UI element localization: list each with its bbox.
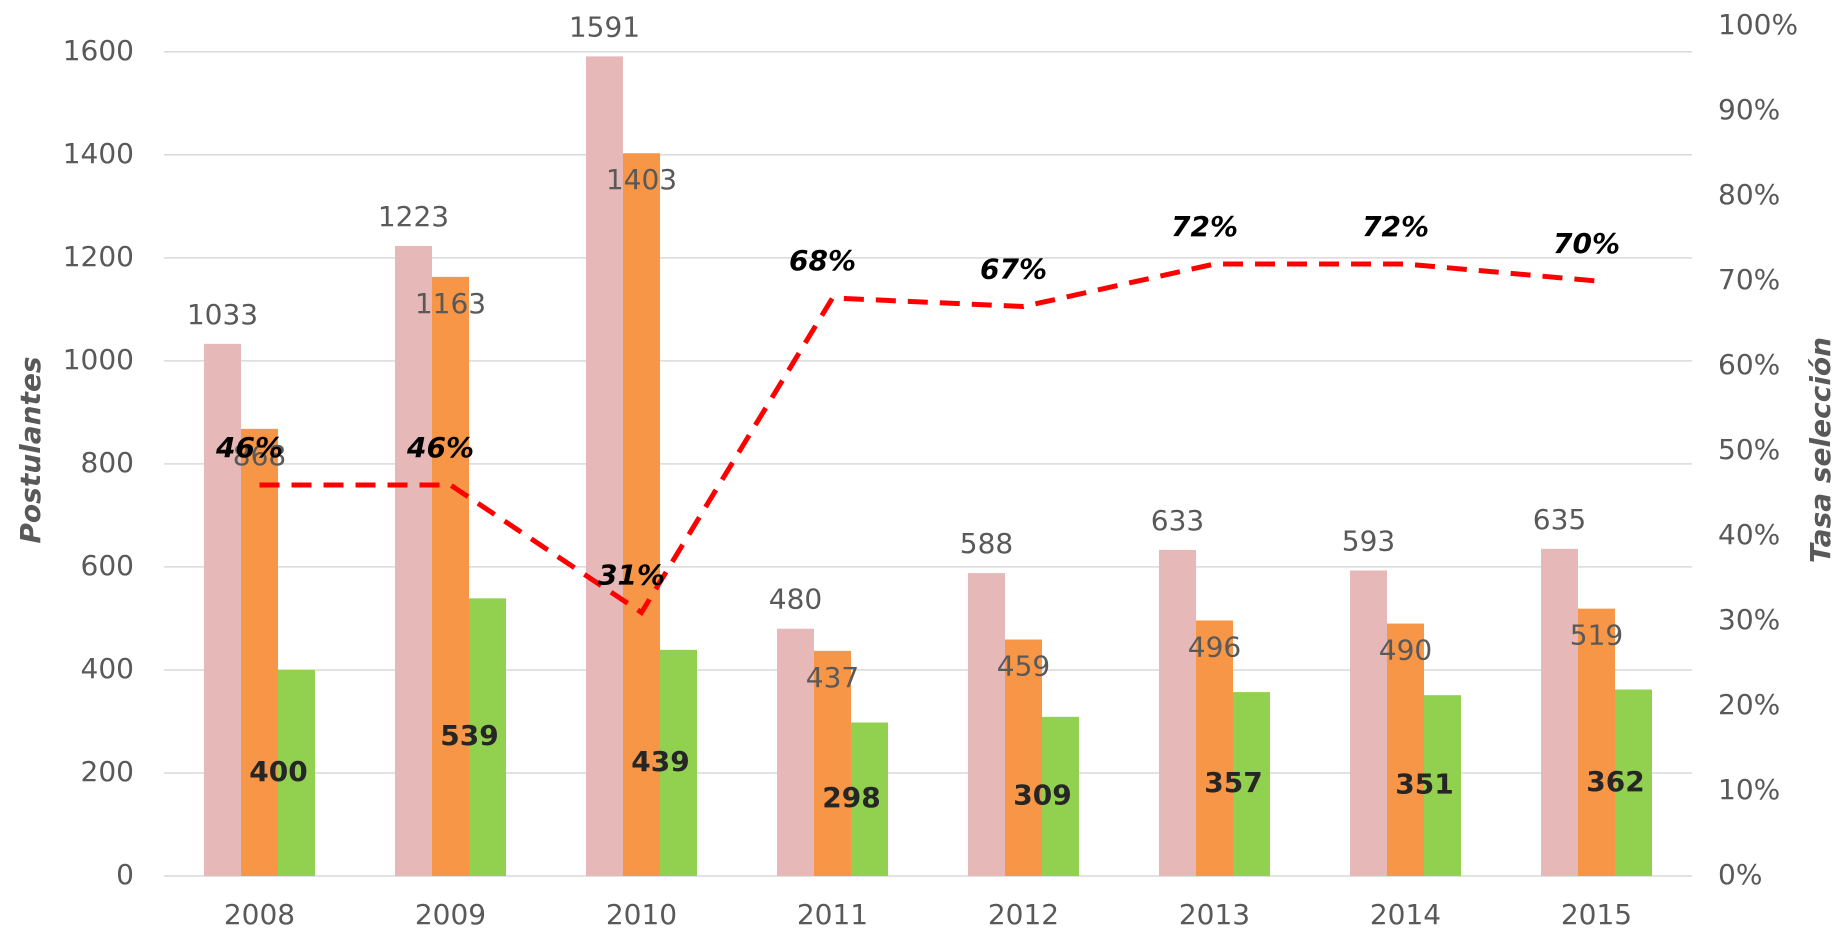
- y2-tick-label: 60%: [1718, 348, 1780, 381]
- data-label: 635: [1533, 503, 1586, 536]
- data-label: 459: [997, 650, 1050, 683]
- bar: [851, 722, 888, 876]
- line-label: 72%: [1171, 210, 1238, 243]
- y-tick-label: 0: [116, 858, 134, 891]
- x-tick-label: 2015: [1561, 898, 1632, 931]
- data-label: 298: [822, 781, 880, 814]
- data-label: 519: [1570, 619, 1623, 652]
- data-label: 480: [769, 583, 822, 616]
- data-label: 362: [1586, 765, 1644, 798]
- bar: [1350, 570, 1387, 876]
- y-tick-label: 400: [81, 652, 134, 685]
- line-label: 46%: [406, 431, 474, 464]
- data-label: 351: [1395, 768, 1453, 801]
- y-tick-label: 1000: [63, 343, 134, 376]
- bar: [1387, 623, 1424, 876]
- data-label: 539: [440, 719, 498, 752]
- data-label: 593: [1342, 525, 1395, 558]
- y2-tick-label: 0%: [1718, 858, 1762, 891]
- bar: [1005, 639, 1042, 876]
- y-axis-label: Postulantes: [14, 356, 47, 543]
- data-label: 868: [233, 439, 286, 472]
- bar: [968, 573, 1005, 876]
- bar: [1578, 608, 1615, 876]
- line-label: 46%: [215, 431, 283, 464]
- line: [259, 261, 1597, 617]
- bar: [1615, 689, 1652, 876]
- bar: [395, 245, 432, 876]
- line-label: 31%: [598, 559, 665, 592]
- x-tick-label: 2013: [1179, 898, 1250, 931]
- line-label: 70%: [1553, 227, 1620, 260]
- y2-tick-label: 80%: [1718, 178, 1780, 211]
- line-label: 67%: [980, 253, 1047, 286]
- y2-tick-label: 40%: [1718, 518, 1780, 551]
- x-tick-label: 2008: [224, 898, 295, 931]
- bar: [432, 276, 469, 876]
- data-label: 309: [1013, 778, 1071, 811]
- x-tick-label: 2014: [1370, 898, 1441, 931]
- y-tick-label: 1400: [63, 137, 134, 170]
- data-label: 357: [1204, 766, 1262, 799]
- y2-tick-label: 100%: [1718, 8, 1798, 41]
- bar: [660, 649, 697, 876]
- data-label: 400: [249, 755, 307, 788]
- y-tick-label: 800: [81, 446, 134, 479]
- y-tick-label: 600: [81, 549, 134, 582]
- bar: [1196, 620, 1233, 876]
- data-label: 437: [806, 661, 859, 694]
- y2-tick-label: 20%: [1718, 688, 1780, 721]
- bar: [469, 598, 506, 876]
- y-tick-label: 1200: [63, 240, 134, 273]
- bar: [1042, 716, 1079, 876]
- x-tick-label: 2012: [988, 898, 1059, 931]
- bar: [1233, 692, 1270, 876]
- data-label: 1163: [415, 287, 486, 320]
- y2-tick-label: 90%: [1718, 93, 1780, 126]
- line-label: 72%: [1362, 210, 1429, 243]
- data-label: 588: [960, 527, 1013, 560]
- bar: [777, 628, 814, 876]
- bar: [814, 650, 851, 876]
- data-label: 439: [631, 745, 689, 778]
- bar: [278, 669, 315, 876]
- bar: [241, 428, 278, 876]
- bar: [1159, 549, 1196, 876]
- y2-tick-label: 50%: [1718, 433, 1780, 466]
- line-label: 68%: [789, 244, 856, 277]
- bar: [1424, 695, 1461, 876]
- data-label: 1591: [569, 10, 640, 43]
- bar: [204, 343, 241, 876]
- data-label: 490: [1379, 634, 1432, 667]
- x-tick-label: 2011: [797, 898, 868, 931]
- data-label: 496: [1188, 630, 1241, 663]
- y-tick-label: 200: [81, 755, 134, 788]
- y2-axis-label: Tasa selección: [1804, 337, 1837, 563]
- y2-tick-label: 10%: [1718, 773, 1780, 806]
- data-label: 1223: [378, 200, 449, 233]
- data-label: 633: [1151, 504, 1204, 537]
- x-tick-label: 2010: [606, 898, 677, 931]
- y-tick-label: 1600: [63, 34, 134, 67]
- bar: [586, 56, 623, 877]
- bar: [623, 153, 660, 876]
- y2-tick-label: 30%: [1718, 603, 1780, 636]
- data-label: 1403: [606, 163, 677, 196]
- y2-tick-label: 70%: [1718, 263, 1780, 296]
- data-label: 1033: [187, 298, 258, 331]
- x-tick-label: 2009: [415, 898, 486, 931]
- bar: [1541, 548, 1578, 876]
